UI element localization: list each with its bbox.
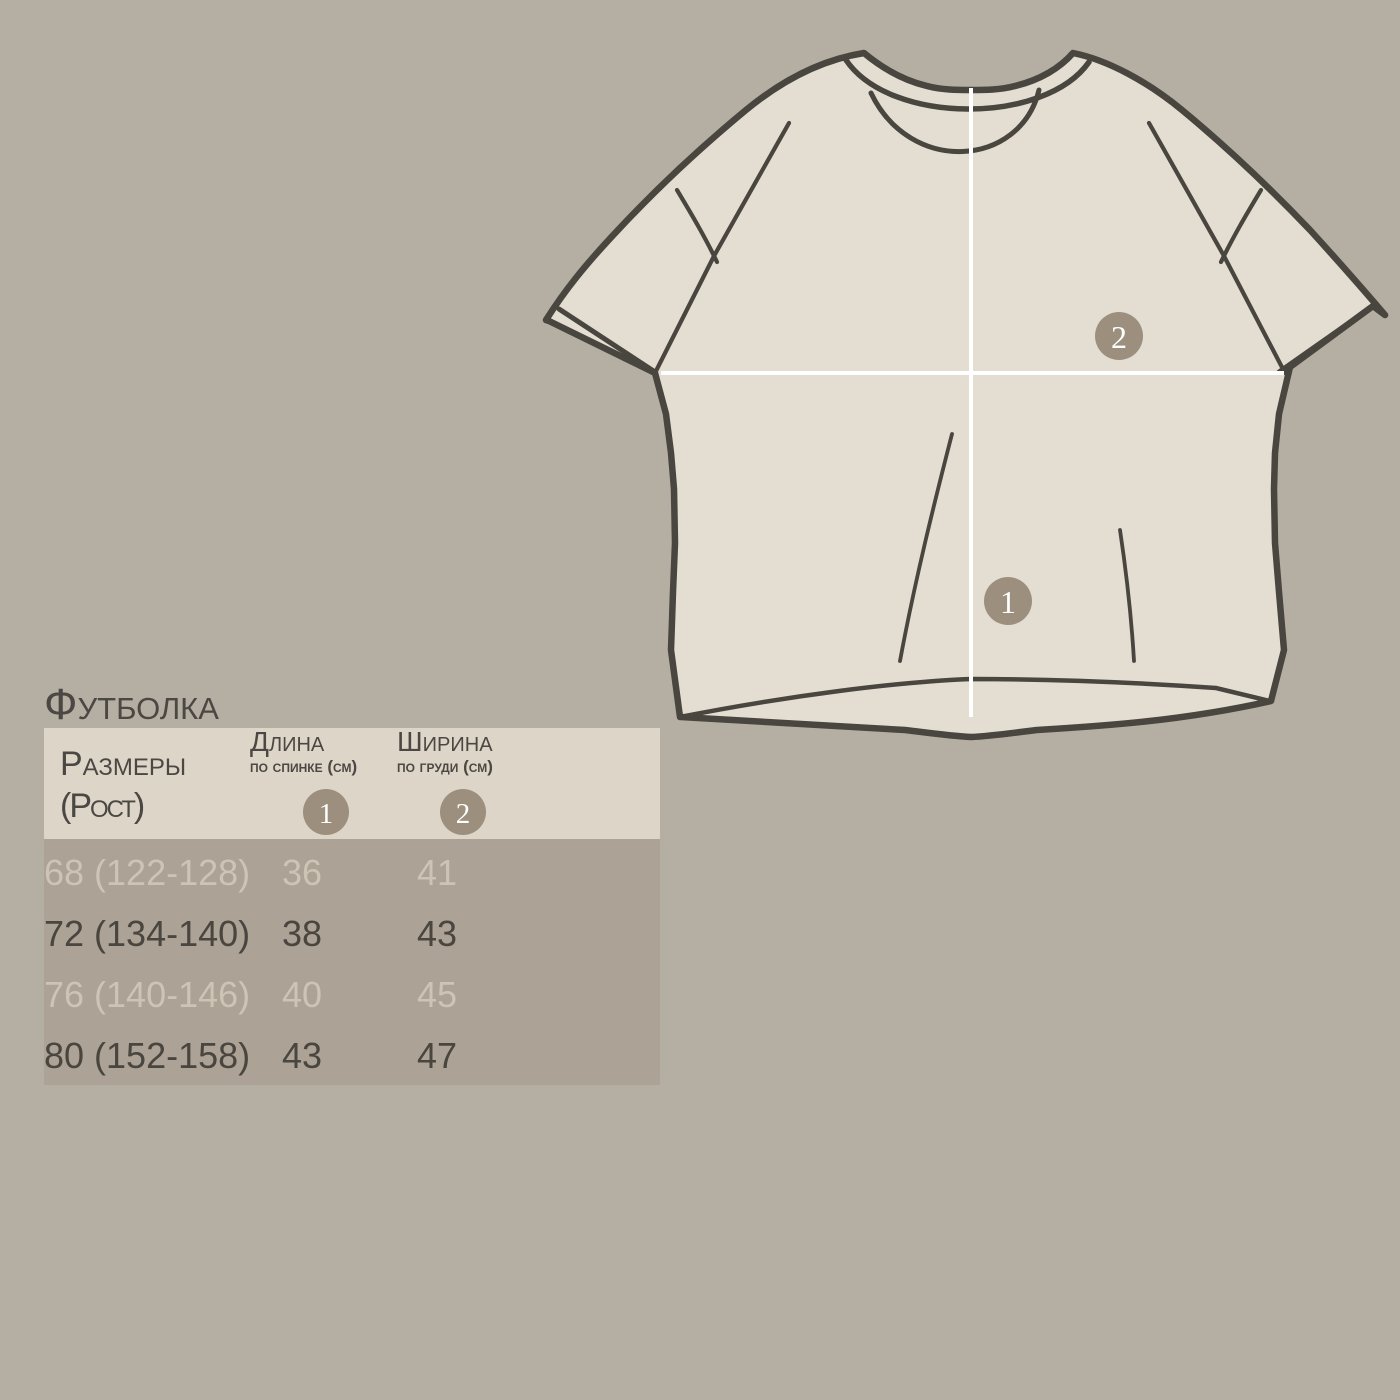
svg-text:1: 1 <box>1000 584 1016 620</box>
svg-text:2: 2 <box>1111 319 1127 355</box>
